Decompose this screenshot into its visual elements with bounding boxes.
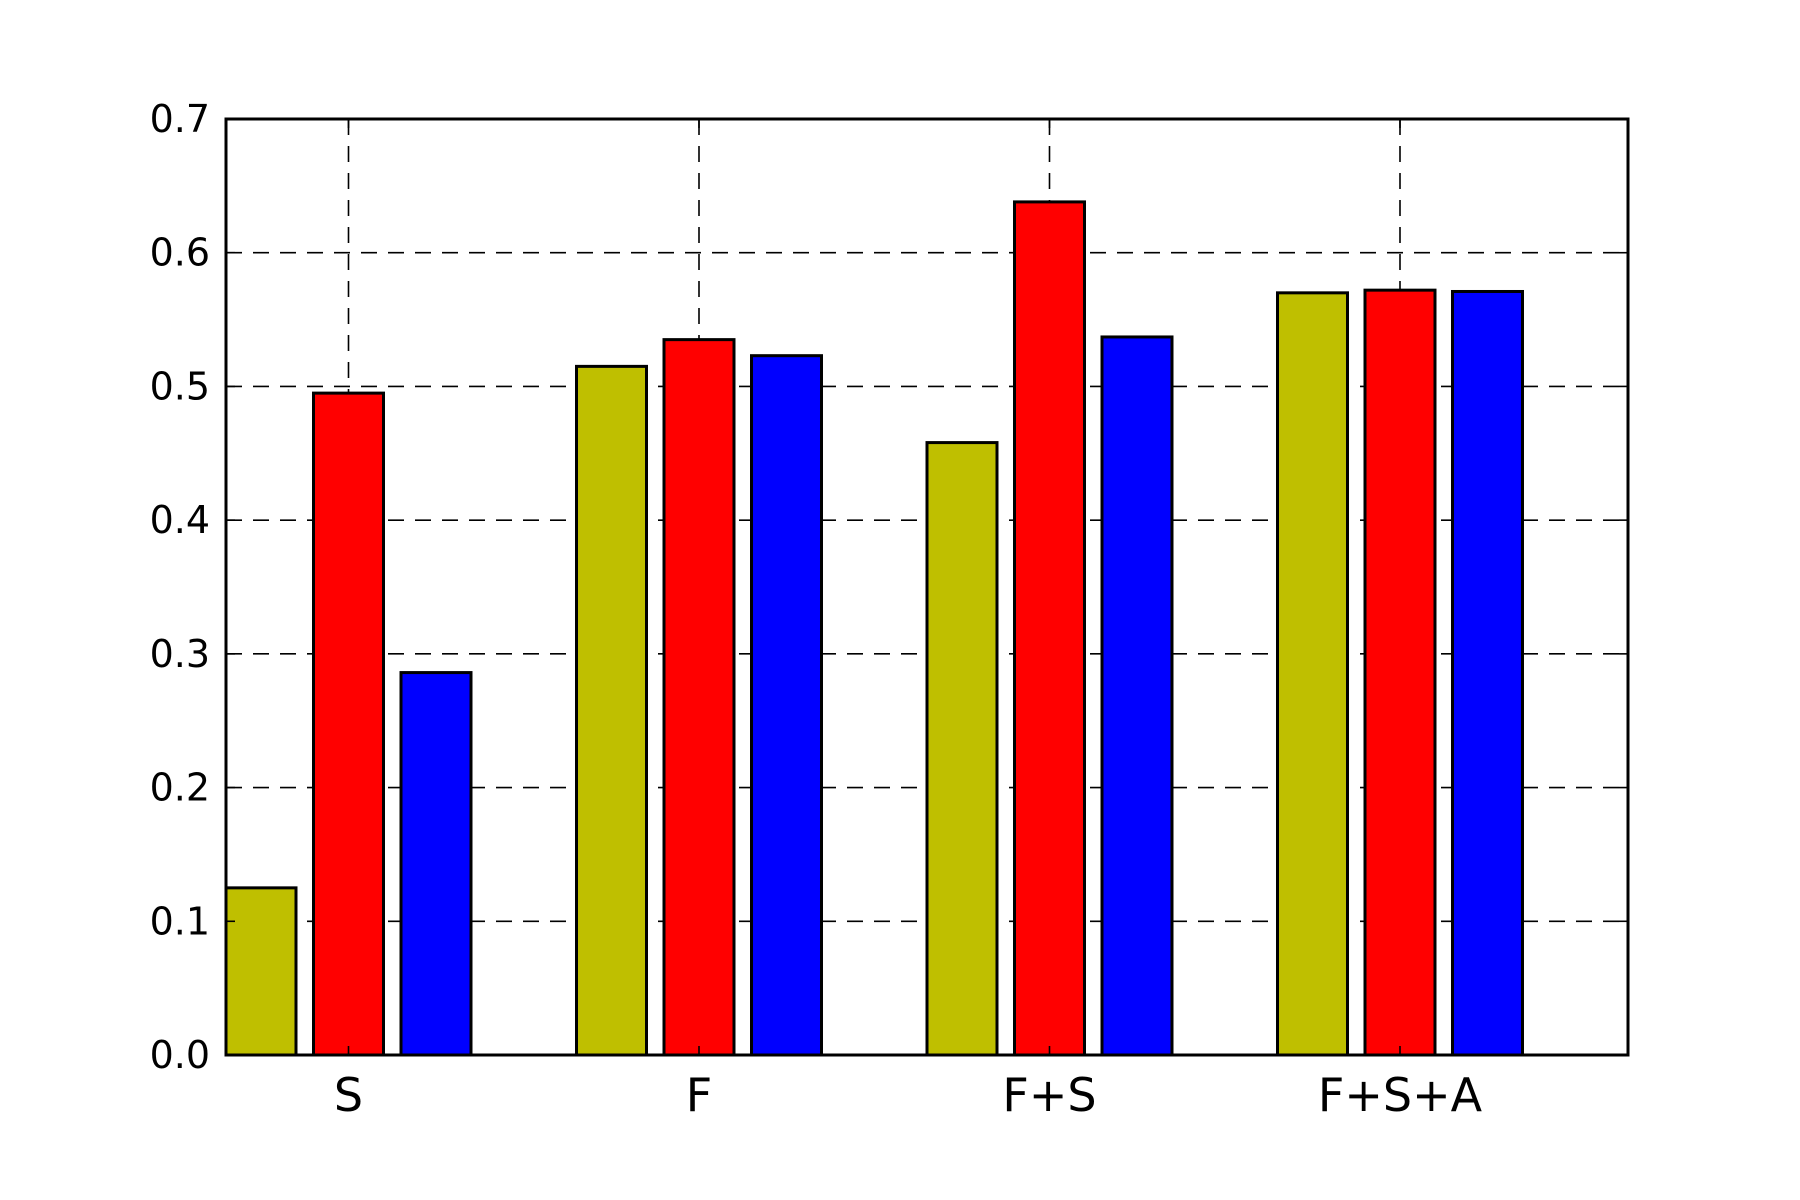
bar <box>750 354 823 1057</box>
y-tick-label: 0.5 <box>150 364 210 408</box>
bar <box>662 338 736 1057</box>
x-tick-label: S <box>334 1068 363 1122</box>
bar <box>575 364 648 1057</box>
y-tick-label: 0.4 <box>150 498 210 542</box>
bar <box>1363 288 1437 1057</box>
bars <box>224 200 1524 1057</box>
bar <box>399 671 473 1057</box>
y-tick-label: 0.6 <box>150 231 210 275</box>
x-tick-label: F <box>686 1068 712 1122</box>
bar <box>1276 291 1349 1057</box>
y-tick-label: 0.3 <box>150 632 210 676</box>
y-tick-label: 0.2 <box>150 766 210 810</box>
tick-labels: 0.0 0.1 0.2 0.3 0.4 0.5 0.6 0.7 S F F+S F+S+A <box>150 97 1483 1122</box>
bar <box>1100 335 1174 1057</box>
plot-frame <box>224 117 1630 1057</box>
y-tick-label: 0.1 <box>150 899 210 943</box>
x-tick-label: F+S <box>1002 1068 1096 1122</box>
x-tick-label: F+S+A <box>1318 1068 1483 1122</box>
y-tick-label: 0.0 <box>150 1033 210 1077</box>
bar <box>1013 200 1086 1057</box>
axes <box>224 117 1630 1057</box>
bar <box>1451 289 1524 1057</box>
bar <box>224 886 298 1057</box>
bar <box>312 391 385 1057</box>
y-tick-label: 0.7 <box>150 97 210 141</box>
bar <box>925 441 999 1057</box>
